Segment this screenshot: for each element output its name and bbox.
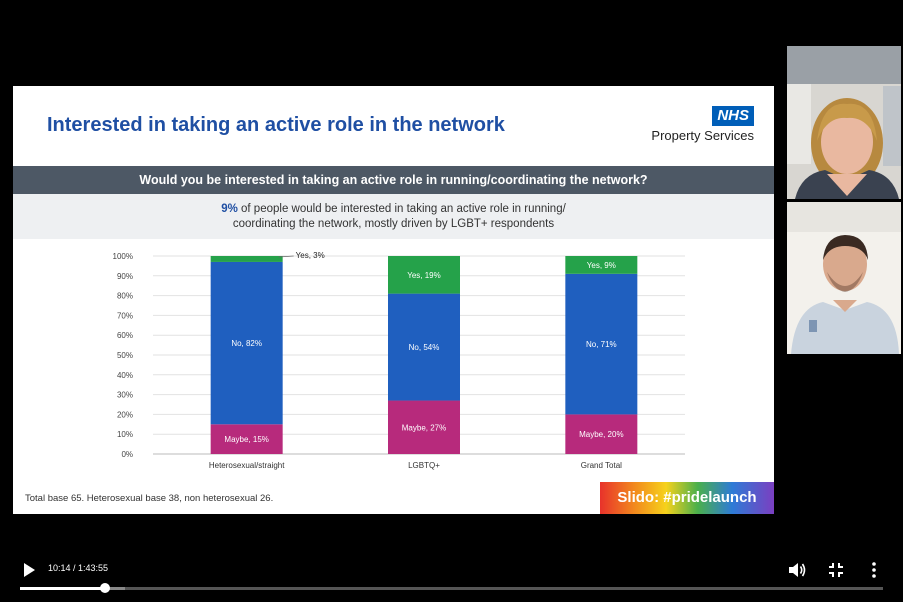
slide-title: Interested in taking an active role in t… xyxy=(47,114,505,136)
bar-segment-maybe xyxy=(210,424,283,454)
bar-segment-no xyxy=(565,273,638,415)
label-leader-line xyxy=(278,255,294,258)
y-tick-label: 0% xyxy=(121,450,133,459)
bar-data-label: Maybe, 27% xyxy=(402,423,446,432)
y-tick-label: 10% xyxy=(117,430,133,439)
bar-data-label: Yes, 3% xyxy=(296,251,325,260)
bar-segment-no xyxy=(210,261,283,425)
volume-icon[interactable] xyxy=(787,560,807,580)
summary-line2: coordinating the network, mostly driven … xyxy=(232,218,555,230)
bar-data-label: No, 71% xyxy=(586,340,617,349)
y-tick-label: 100% xyxy=(113,252,133,261)
bar-data-label: No, 54% xyxy=(409,343,440,352)
y-tick-label: 20% xyxy=(117,410,133,419)
participant-video-2[interactable] xyxy=(787,202,901,354)
summary-highlight: 9% xyxy=(221,203,238,215)
question-banner: Would you be interested in taking an act… xyxy=(13,166,774,194)
y-tick-label: 70% xyxy=(117,311,133,320)
bar-data-label: Maybe, 15% xyxy=(224,435,268,444)
summary-line1: of people would be interested in taking … xyxy=(237,203,566,215)
video-player-controls: 10:14 / 1:43:55 xyxy=(0,550,903,602)
y-tick-label: 50% xyxy=(117,351,133,360)
bar-data-label: Maybe, 20% xyxy=(579,430,623,439)
progress-bar[interactable] xyxy=(20,583,883,593)
y-tick-label: 80% xyxy=(117,292,133,301)
y-tick-label: 30% xyxy=(117,391,133,400)
x-category-label: Grand Total xyxy=(581,461,622,470)
bar-data-label: No, 82% xyxy=(231,339,262,348)
nhs-logo: NHS Property Services xyxy=(651,106,754,143)
presentation-slide: Interested in taking an active role in t… xyxy=(13,86,774,514)
bar-segment-yes xyxy=(210,256,283,262)
footer-note: Total base 65. Heterosexual base 38, non… xyxy=(25,493,274,504)
participant-1-image xyxy=(787,46,901,199)
bar-segment-yes xyxy=(388,256,460,294)
play-icon[interactable] xyxy=(19,560,39,580)
nhs-logo-box: NHS xyxy=(712,106,754,126)
fullscreen-exit-icon[interactable] xyxy=(826,560,846,580)
y-tick-label: 60% xyxy=(117,331,133,340)
x-category-label: Heterosexual/straight xyxy=(209,461,285,470)
bar-segment-yes xyxy=(565,256,638,274)
more-options-icon[interactable] xyxy=(864,560,884,580)
x-category-label: LGBTQ+ xyxy=(408,461,440,470)
progress-played xyxy=(20,587,105,590)
bar-segment-no xyxy=(388,293,460,401)
nhs-logo-subtitle: Property Services xyxy=(651,128,754,143)
bar-segment-maybe xyxy=(388,400,460,454)
stacked-bar-chart: 0% 10% 20% 30% 40% 50% 60% 70% 80% 90% 100% Maybe, … xyxy=(113,251,685,470)
bar-data-label: Yes, 19% xyxy=(407,271,441,280)
participant-video-1[interactable] xyxy=(787,46,901,199)
slido-banner: Slido: #pridelaunch xyxy=(600,482,774,514)
y-tick-label: 90% xyxy=(117,272,133,281)
participant-2-image xyxy=(787,202,901,354)
progress-scrubber[interactable] xyxy=(99,583,110,593)
bar-segment-maybe xyxy=(565,414,638,454)
time-display: 10:14 / 1:43:55 xyxy=(48,563,109,573)
y-tick-label: 40% xyxy=(117,371,133,380)
bar-data-label: Yes, 9% xyxy=(587,261,616,270)
summary-text: 9% of people would be interested in taki… xyxy=(13,194,774,239)
